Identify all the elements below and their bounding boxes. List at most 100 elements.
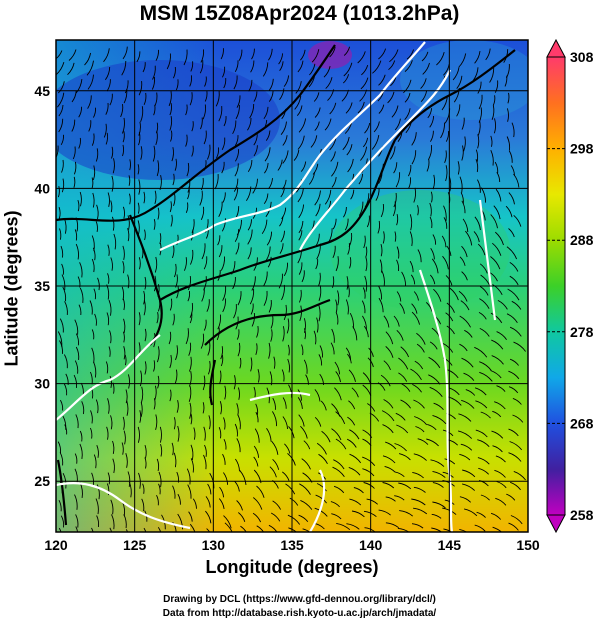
streamline: [313, 92, 320, 102]
streamline: [366, 215, 370, 228]
streamline: [253, 456, 259, 467]
streamline: [385, 522, 399, 529]
streamline: [246, 186, 252, 202]
streamline: [351, 387, 359, 398]
streamline: [256, 525, 265, 532]
streamline: [136, 51, 141, 63]
streamline: [441, 235, 447, 248]
streamline: [477, 243, 486, 256]
streamline: [203, 454, 207, 470]
streamline: [155, 414, 158, 431]
streamline: [480, 494, 490, 501]
streamline: [206, 528, 211, 532]
streamline: [268, 299, 272, 313]
streamline: [398, 453, 411, 461]
streamline: [137, 202, 140, 214]
streamline: [444, 458, 456, 465]
streamline: [430, 247, 435, 260]
streamline: [509, 441, 523, 451]
streamline: [56, 145, 59, 159]
streamline: [496, 481, 507, 489]
streamline: [237, 342, 241, 357]
streamline: [289, 497, 299, 506]
streamline: [138, 312, 141, 326]
streamline: [363, 235, 366, 249]
streamline: [463, 136, 466, 152]
streamline: [445, 165, 448, 182]
streamline: [280, 230, 285, 243]
streamline: [343, 206, 347, 218]
streamline: [389, 146, 396, 160]
streamline: [247, 219, 252, 231]
streamline: [389, 49, 399, 63]
streamline: [489, 272, 498, 282]
streamline: [60, 134, 65, 146]
streamline: [314, 507, 328, 517]
streamline: [252, 512, 262, 523]
streamline: [506, 493, 516, 501]
streamline: [297, 397, 303, 409]
streamline: [334, 387, 342, 401]
streamline: [428, 145, 433, 161]
streamline: [506, 108, 509, 122]
streamline: [394, 118, 401, 131]
streamline: [202, 402, 205, 414]
streamline: [411, 303, 418, 314]
streamline: [272, 500, 282, 510]
streamline: [342, 136, 350, 151]
lon-tick-label: 150: [516, 537, 540, 553]
streamline: [440, 122, 445, 139]
streamline: [464, 508, 478, 517]
streamline: [496, 331, 507, 340]
streamline: [205, 496, 211, 508]
streamline: [236, 329, 240, 340]
streamline: [367, 403, 376, 412]
plot-frame: [55, 39, 529, 533]
streamline: [431, 327, 440, 337]
streamline: [378, 104, 385, 114]
streamline: [475, 429, 488, 438]
streamline: [429, 341, 438, 350]
streamline: [343, 46, 351, 56]
streamline: [272, 458, 280, 470]
streamline: [477, 81, 482, 94]
streamline: [314, 523, 325, 530]
streamline: [329, 102, 337, 115]
streamline: [270, 512, 281, 522]
lon-tick-label: 135: [280, 537, 304, 553]
streamline: [442, 255, 449, 270]
streamline: [412, 471, 424, 479]
streamline: [314, 107, 321, 118]
streamline: [319, 345, 323, 358]
streamline: [106, 426, 109, 440]
streamline: [409, 231, 413, 247]
streamline: [348, 466, 361, 476]
streamline: [473, 231, 480, 243]
streamline: [417, 438, 429, 445]
streamline: [347, 353, 352, 364]
streamline: [394, 443, 407, 452]
streamline: [144, 444, 147, 459]
streamline: [303, 318, 306, 333]
streamline: [234, 423, 238, 437]
streamline: [252, 178, 258, 194]
streamline: [293, 149, 300, 161]
streamline: [183, 49, 188, 66]
streamline: [431, 258, 439, 274]
streamline: [79, 191, 82, 207]
streamline: [491, 105, 495, 120]
streamline: [477, 120, 481, 136]
streamline: [346, 523, 360, 530]
streamline: [382, 424, 394, 434]
streamline: [154, 385, 157, 401]
streamline: [401, 383, 411, 392]
streamline: [284, 443, 291, 454]
streamline: [493, 118, 497, 134]
y-axis-label: Latitude (degrees): [1, 210, 22, 367]
streamline: [81, 401, 85, 415]
streamline: [297, 135, 305, 150]
streamline: [122, 298, 125, 311]
streamline: [449, 287, 459, 301]
streamline: [207, 341, 211, 356]
streamline: [177, 513, 184, 530]
